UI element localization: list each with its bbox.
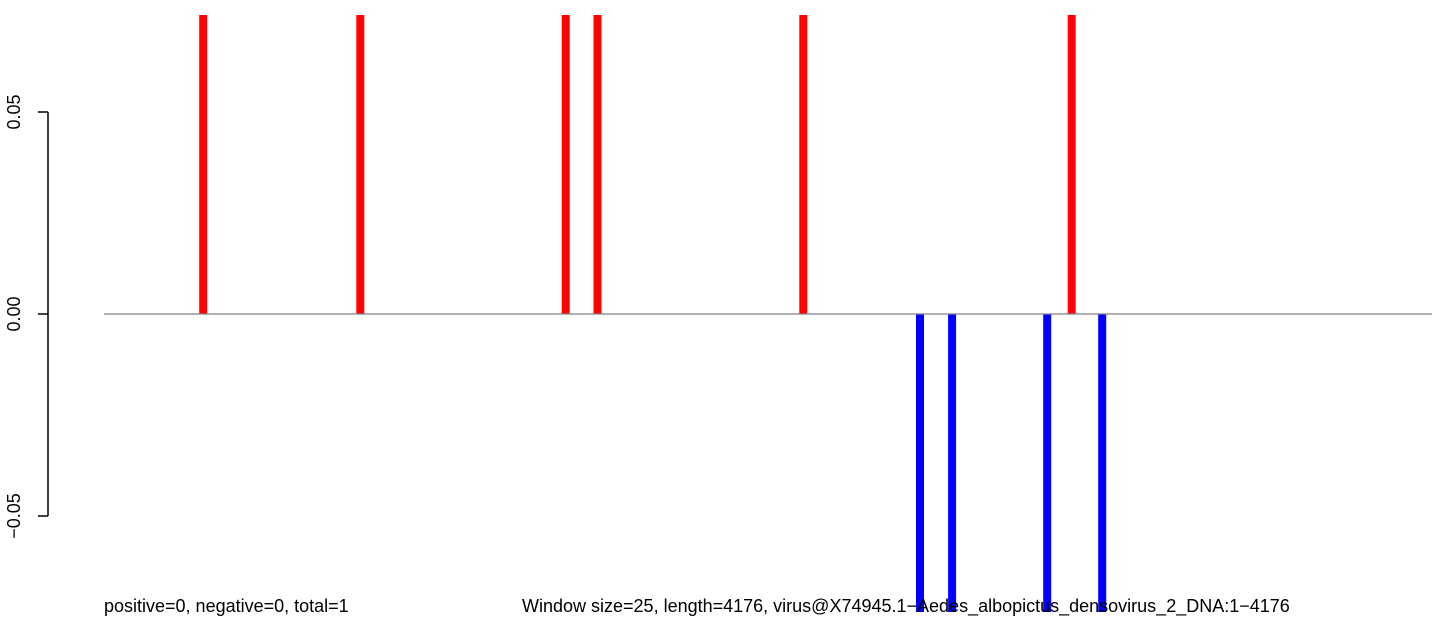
y-tick-label: 0.00 xyxy=(4,296,24,331)
stats-caption: positive=0, negative=0, total=1 xyxy=(104,596,349,616)
positive-bar xyxy=(199,15,208,314)
window-info-caption: Window size=25, length=4176, virus@X7494… xyxy=(522,596,1290,616)
bars-group xyxy=(199,15,1107,612)
negative-bar xyxy=(916,314,924,612)
positive-bar xyxy=(593,15,602,314)
negative-bar xyxy=(1043,314,1052,612)
positive-bar xyxy=(799,15,808,314)
positive-bar xyxy=(561,15,570,314)
y-tick-label: −0.05 xyxy=(4,493,24,539)
y-axis: −0.05 0.00 0.05 xyxy=(4,94,49,539)
negative-bar xyxy=(948,314,957,612)
y-tick-label: 0.05 xyxy=(4,94,24,129)
positive-bar xyxy=(1067,15,1076,314)
positive-bar xyxy=(356,15,365,314)
negative-bar xyxy=(1098,314,1107,612)
